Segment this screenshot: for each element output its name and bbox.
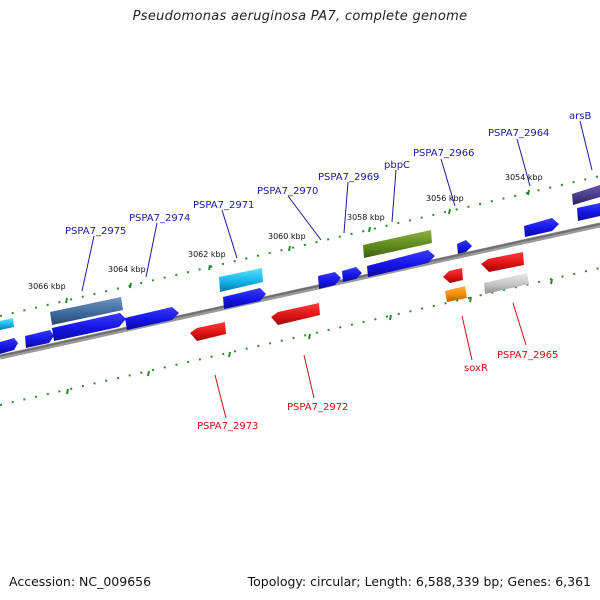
gene-arrow: [50, 297, 123, 325]
gene-arrow: [445, 286, 467, 302]
label-leaders-bottom: [214, 302, 527, 419]
gene-label: pbpC: [384, 160, 410, 171]
scale-label: 3066 kbp: [28, 282, 66, 291]
scale-label: 3056 kbp: [426, 194, 464, 203]
gene-arrow: [219, 268, 263, 292]
gene-arrow: [457, 240, 472, 254]
scale-label: 3058 kbp: [347, 213, 385, 222]
gene-arrow: [25, 330, 54, 348]
scale-label: 3060 kbp: [268, 232, 306, 241]
scale-label: 3054 kbp: [505, 173, 543, 182]
gene-label: PSPA7_2971: [193, 200, 254, 211]
reverse-genes: [190, 252, 529, 341]
gene-arrow: [342, 267, 362, 282]
gene-arrow: [318, 272, 341, 289]
gene-label: arsB: [569, 111, 591, 122]
gene-label: PSPA7_2964: [488, 128, 549, 139]
scale-labels: 3066 kbp 3064 kbp 3062 kbp 3060 kbp 3058…: [28, 173, 543, 291]
gene-arrow: [572, 185, 600, 205]
forward-genes: [0, 185, 600, 354]
gene-label: PSPA7_2966: [413, 148, 474, 159]
gene-label: soxR: [464, 363, 488, 374]
gene-arrow: [271, 303, 320, 325]
gene-arrow: [125, 307, 179, 330]
gene-label: PSPA7_2975: [65, 226, 126, 237]
gene-label: PSPA7_2969: [318, 172, 379, 183]
gene-arrow: [0, 318, 14, 330]
scale-ruler-forward: [0, 175, 600, 317]
gene-arrow: [52, 313, 126, 341]
gene-label: PSPA7_2970: [257, 186, 318, 197]
gene-arrow: [367, 250, 435, 277]
accession-text: Accession: NC_009656: [9, 574, 152, 589]
gene-arrow: [363, 230, 432, 258]
scale-label: 3064 kbp: [108, 265, 146, 274]
gene-labels-bottom: PSPA7_2973 PSPA7_2972 soxR PSPA7_2965: [197, 350, 558, 432]
backbone: [0, 222, 600, 360]
scale-ruler-reverse: [0, 267, 600, 406]
gene-arrow: [484, 273, 529, 294]
gene-label: PSPA7_2972: [287, 402, 348, 413]
gene-label: PSPA7_2973: [197, 421, 258, 432]
gene-arrow: [577, 203, 600, 221]
gene-arrow: [0, 338, 18, 354]
gene-arrow: [223, 288, 266, 309]
scale-label: 3062 kbp: [188, 250, 226, 259]
label-leaders-top: [81, 120, 593, 292]
gene-arrow: [443, 268, 463, 283]
gene-arrow: [524, 218, 559, 237]
map-title: Pseudomonas aeruginosa PA7, complete gen…: [132, 9, 468, 24]
gene-label: PSPA7_2974: [129, 213, 190, 224]
gene-arrow: [190, 322, 226, 341]
genome-summary-text: Topology: circular; Length: 6,588,339 bp…: [247, 574, 591, 589]
gene-label: PSPA7_2965: [497, 350, 558, 361]
gene-arrow: [481, 252, 524, 272]
gene-labels-top: PSPA7_2975 PSPA7_2974 PSPA7_2971 PSPA7_2…: [65, 111, 591, 237]
